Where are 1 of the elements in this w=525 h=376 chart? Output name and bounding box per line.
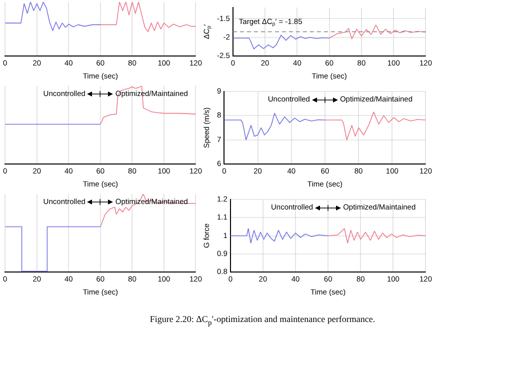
- caption: Figure 2.20: ΔC$_{p}$′-optimization and maintenance performance.: [148, 314, 376, 327]
